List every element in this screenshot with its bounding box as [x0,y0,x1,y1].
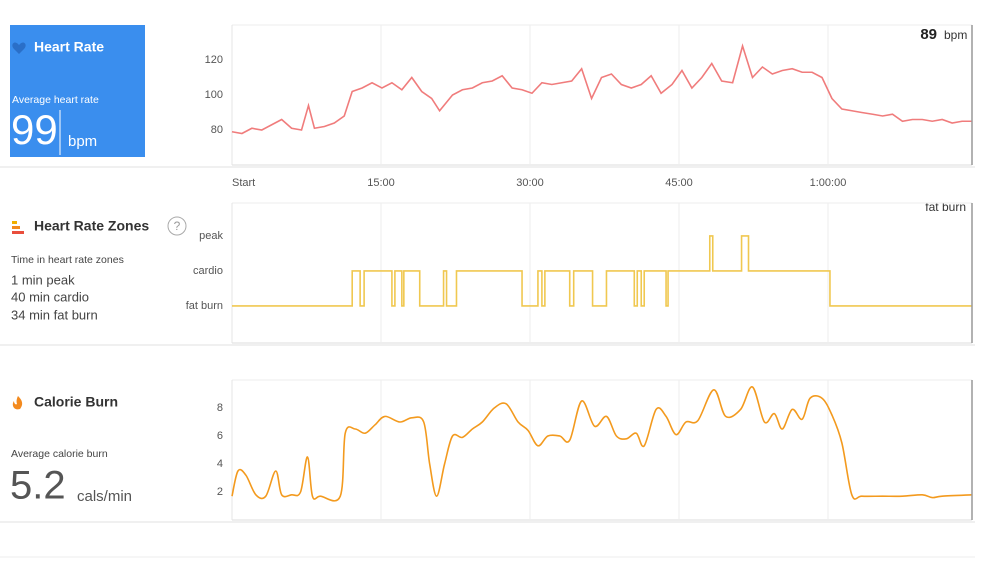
y-tick-label: 120 [205,54,223,66]
y-tick-label: 6 [217,430,223,442]
data-line [231,386,973,502]
panel-title: Heart Rate Zones [34,218,149,234]
icon-bar [12,231,24,234]
help-icon[interactable] [167,216,187,236]
summary-value: 99 [11,106,58,153]
summary-card [10,25,145,157]
current-zone: fat burn [925,200,966,214]
y-tick-label: 100 [205,89,223,101]
y-tick-label: 80 [211,124,223,136]
x-tick-label: 1:00:00 [810,177,847,189]
y-tick-label: 8 [217,402,223,414]
x-tick-label: 15:00 [367,177,395,189]
y-tick-label: fat burn [186,300,223,312]
y-tick-label: 2 [217,486,223,498]
zone-summary: 34 min fat burn [11,307,98,322]
summary-unit: cals/min [77,488,132,505]
icon-bar [12,226,20,229]
current-value: 89 [920,26,937,43]
data-line [232,235,972,307]
summary-label: Time in heart rate zones [11,254,124,266]
zone-summary: 1 min peak [11,272,75,287]
heart-icon [12,42,26,54]
panel-title: Heart Rate [34,39,104,55]
zone-summary: 40 min cardio [11,289,89,304]
zones-icon [12,221,24,234]
data-line [231,43,972,135]
summary-label: Average calorie burn [11,448,108,460]
icon-bar [12,221,17,224]
x-tick-label: 45:00 [665,177,693,189]
panel-title: Calorie Burn [34,394,118,410]
current-unit: bpm [944,28,967,42]
flame-icon [12,396,23,410]
y-tick-label: cardio [193,265,223,277]
summary-value: 5.2 [10,464,66,508]
x-tick-label: Start [232,177,255,189]
summary-unit: bpm [68,133,97,150]
help-text[interactable]: ? [174,219,181,233]
summary-label: Average heart rate [12,94,99,106]
y-tick-label: 4 [217,458,223,470]
x-tick-label: 30:00 [516,177,544,189]
y-tick-label: peak [199,230,223,242]
